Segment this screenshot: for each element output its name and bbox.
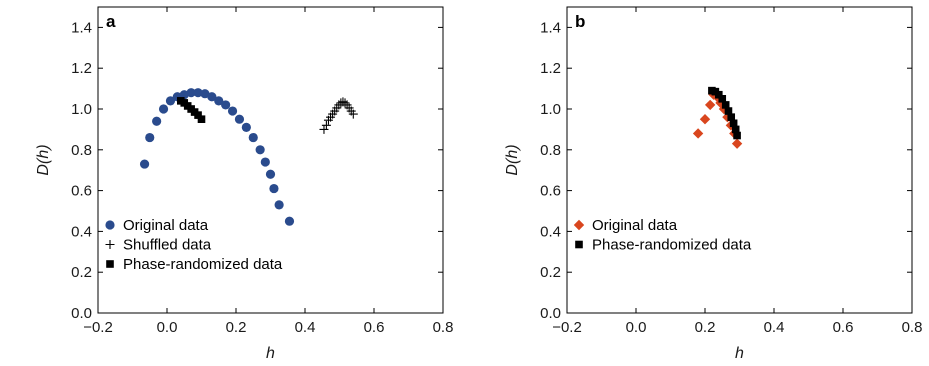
panel-letter: b [575, 12, 585, 31]
data-point [721, 101, 730, 109]
data-point [139, 159, 150, 169]
x-tick-label: 0.8 [902, 319, 923, 336]
y-tick-label: 1.2 [540, 60, 561, 77]
data-point [733, 131, 741, 140]
data-point [152, 116, 162, 126]
series-square [177, 97, 206, 123]
y-tick-label: 0.0 [71, 305, 92, 322]
data-point [724, 107, 733, 115]
x-tick-label: 0.4 [295, 319, 316, 336]
y-axis-title: D(h) [504, 144, 521, 175]
y-tick-label: 0.8 [540, 142, 561, 159]
legend-label: Original data [592, 217, 678, 234]
x-tick-label: 0.2 [226, 319, 247, 336]
x-tick-label: −0.2 [552, 319, 582, 336]
data-point [227, 106, 238, 116]
panel-letter: a [106, 12, 116, 31]
data-point [194, 111, 202, 119]
y-tick-label: 0.2 [71, 264, 92, 281]
x-tick-label: −0.2 [83, 319, 113, 336]
data-point [207, 92, 217, 102]
data-point [165, 96, 176, 106]
legend-label: Phase-randomized data [123, 256, 283, 273]
data-point [179, 90, 189, 100]
data-point [319, 124, 329, 134]
data-point [221, 100, 231, 110]
x-axis-title: h [266, 345, 275, 362]
data-point [193, 88, 203, 98]
data-point [145, 132, 155, 143]
data-point [704, 99, 716, 111]
y-tick-label: 0.8 [71, 142, 92, 159]
data-point [269, 183, 279, 194]
y-tick-label: 1.4 [540, 19, 561, 36]
data-point [260, 157, 270, 167]
y-tick-label: 1.0 [71, 101, 92, 118]
x-axis-title: h [735, 345, 744, 362]
data-point [284, 216, 295, 226]
y-tick-label: 0.4 [540, 223, 561, 240]
legend-label: Shuffled data [123, 237, 212, 254]
data-point [340, 98, 350, 108]
y-tick-label: 0.0 [540, 305, 561, 322]
data-point [186, 88, 196, 98]
data-point [265, 169, 276, 179]
legend-marker [106, 260, 114, 268]
data-point [274, 200, 284, 210]
data-point [234, 114, 245, 124]
series-plus [319, 97, 358, 134]
data-point [248, 132, 258, 143]
series-circle [139, 88, 295, 226]
data-point [321, 120, 331, 130]
data-point [348, 109, 358, 119]
x-tick-label: 0.6 [833, 319, 854, 336]
legend-marker [105, 220, 115, 230]
data-point [158, 104, 169, 114]
panel-a: −0.2 0.0 0.2 0.4 0.6 0.80.00.20.40.60.81.01.2… [35, 6, 454, 362]
x-tick-label: 0.0 [157, 319, 178, 336]
plot-frame [566, 6, 913, 314]
y-tick-label: 1.2 [71, 60, 92, 77]
data-point [715, 90, 723, 99]
data-point [731, 138, 743, 149]
y-tick-label: 1.4 [71, 19, 92, 36]
y-tick-label: 0.2 [540, 264, 561, 281]
legend-marker [105, 240, 115, 249]
x-tick-label: 0.6 [364, 319, 385, 336]
legend-marker [575, 240, 583, 249]
series-square [708, 86, 741, 140]
data-point [727, 113, 736, 121]
x-tick-label: 0.4 [764, 319, 785, 336]
x-tick-label: 0.2 [695, 319, 716, 336]
y-tick-label: 0.6 [540, 183, 561, 200]
data-point [731, 125, 740, 134]
y-tick-label: 0.4 [71, 223, 92, 240]
data-point [718, 95, 727, 103]
legend-label: Phase-randomized data [592, 237, 752, 254]
x-tick-label: 0.8 [433, 319, 454, 336]
data-point [699, 114, 711, 125]
legend-marker [573, 219, 585, 231]
data-point [200, 89, 210, 99]
y-tick-label: 0.6 [71, 183, 92, 200]
data-point [197, 115, 206, 123]
x-tick-label: 0.0 [626, 319, 647, 336]
panel-b: −0.2 0.0 0.2 0.4 0.6 0.80.00.20.40.60.81.01.2… [504, 6, 923, 362]
data-point [718, 103, 730, 115]
data-point [241, 122, 251, 132]
data-point [729, 119, 738, 128]
data-point [255, 145, 265, 155]
y-axis-title: D(h) [35, 144, 52, 175]
y-tick-label: 1.0 [540, 101, 561, 118]
legend-label: Original data [123, 217, 209, 234]
data-point [692, 128, 704, 139]
data-point [214, 96, 224, 106]
plot-frame [97, 6, 444, 314]
